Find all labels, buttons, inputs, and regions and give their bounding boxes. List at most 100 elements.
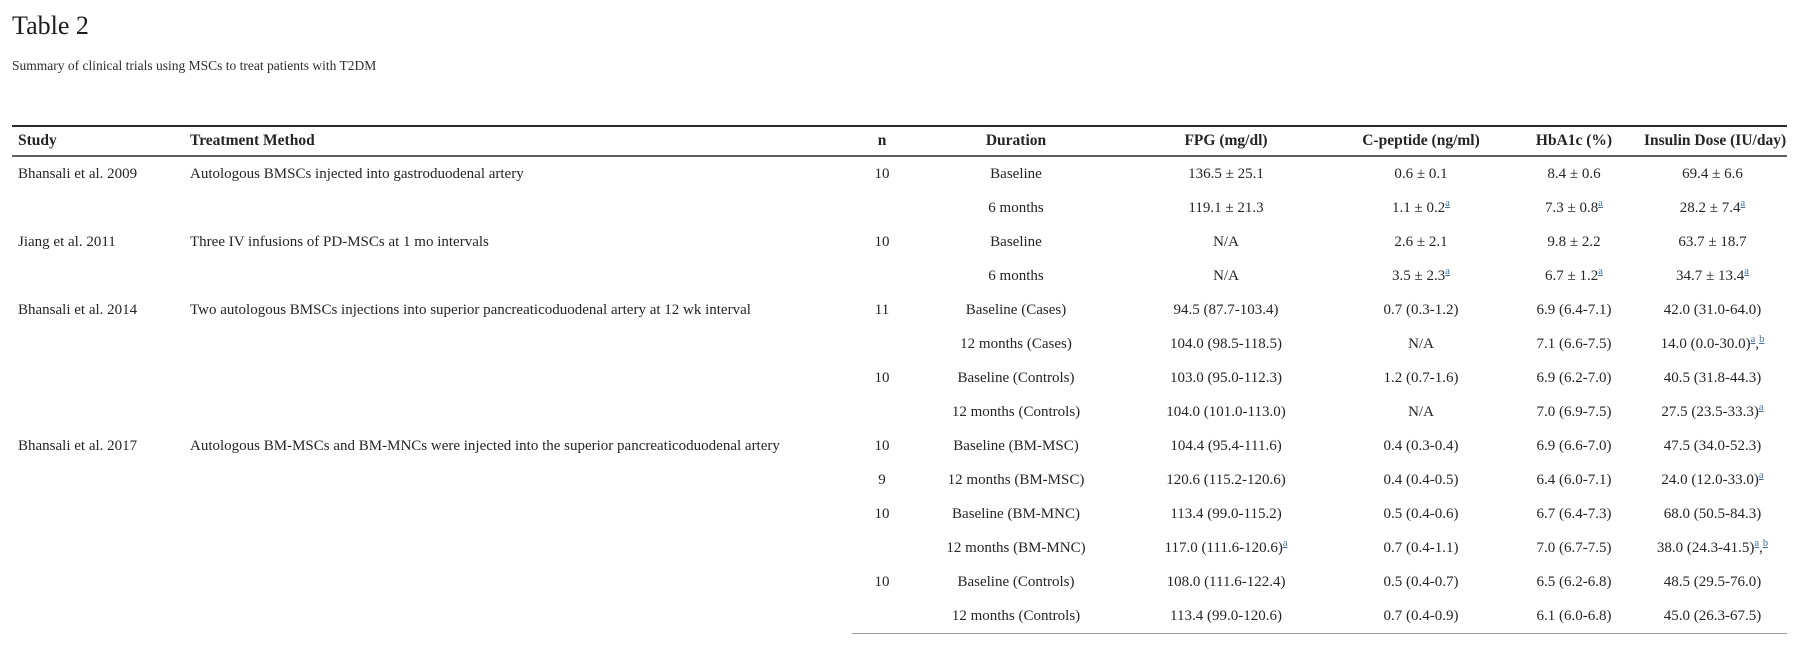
cell-fpg: 103.0 (95.0-112.3)	[1170, 370, 1282, 386]
cell-cpeptide: 2.6 ± 2.1	[1394, 234, 1448, 250]
cell-cpeptide: N/A	[1408, 336, 1434, 352]
cell-treatment: Three IV infusions of PD-MSCs at 1 mo in…	[190, 234, 489, 250]
footnote-ref-b: b	[1759, 334, 1764, 345]
footnote-link-a[interactable]: a	[1282, 538, 1288, 549]
cell-hba1c: 7.1 (6.6-7.5)	[1536, 336, 1612, 352]
footnote-ref-a: a	[1445, 266, 1450, 277]
clinical-trials-table: Study Treatment Method n Duration FPG (m…	[12, 125, 1787, 634]
table-row: Bhansali et al. 2014 Two autologous BMSCs…	[12, 293, 1787, 327]
footnote-ref-a: a	[1283, 538, 1288, 549]
footnote-link-a[interactable]: a	[1598, 198, 1603, 209]
cell-treatment: Autologous BM-MSCs and BM-MNCs were inje…	[190, 438, 780, 454]
cell-cpeptide: 1.1 ± 0.2a	[1392, 198, 1450, 216]
cell-cpeptide: 0.5 (0.4-0.6)	[1383, 506, 1459, 522]
footnote-ref-a: a	[1751, 334, 1756, 345]
cell-hba1c: 6.5 (6.2-6.8)	[1536, 574, 1612, 590]
footnote-link-b[interactable]: b	[1759, 334, 1765, 345]
cell-duration: 12 months (Cases)	[960, 336, 1072, 352]
table-row: Bhansali et al. 2017 Autologous BM-MSCs a…	[12, 429, 1787, 463]
cell-treatment: Two autologous BMSCs injections into sup…	[190, 302, 751, 318]
table-row: 10 Baseline (BM-MNC) 113.4 (99.0-115.2) 0.5…	[12, 497, 1787, 531]
cell-cpeptide: 0.7 (0.3-1.2)	[1383, 302, 1459, 318]
cell-cpeptide: 0.5 (0.4-0.7)	[1383, 574, 1459, 590]
footnote-link-a[interactable]: a	[1758, 470, 1764, 481]
cell-hba1c: 6.9 (6.2-7.0)	[1536, 370, 1612, 386]
col-header-hba1c: HbA1c (%)	[1510, 125, 1638, 157]
footnote-link-a[interactable]: a	[1598, 266, 1603, 277]
footnote-link-a[interactable]: a	[1750, 334, 1756, 345]
footnote-link-a[interactable]: a	[1445, 266, 1450, 277]
cell-duration: Baseline (BM-MSC)	[953, 438, 1079, 454]
cell-fpg: 108.0 (111.6-122.4)	[1166, 574, 1286, 590]
cell-insulin-dose: 63.7 ± 18.7	[1678, 234, 1747, 250]
cell-hba1c: 6.9 (6.4-7.1)	[1536, 302, 1612, 318]
cell-hba1c: 7.0 (6.7-7.5)	[1536, 540, 1612, 556]
table-title: Table 2	[12, 11, 89, 40]
col-header-study: Study	[12, 125, 184, 157]
footnote-link-b[interactable]: b	[1762, 538, 1769, 549]
cell-insulin-dose: 42.0 (31.0-64.0)	[1663, 302, 1762, 318]
cell-insulin-dose: 34.7 ± 13.4a	[1676, 266, 1749, 284]
footnote-ref-a: a	[1598, 266, 1603, 277]
footnote-link-a[interactable]: a	[1445, 198, 1450, 209]
cell-insulin-dose: 28.2 ± 7.4a	[1679, 198, 1746, 216]
cell-n	[852, 327, 912, 361]
cell-n: 10	[874, 438, 890, 454]
cell-hba1c: 6.1 (6.0-6.8)	[1510, 599, 1638, 634]
cell-insulin-dose: 14.0 (0.0-30.0)a,b	[1660, 334, 1765, 352]
cell-duration: Baseline (Cases)	[965, 302, 1067, 318]
cell-duration: Baseline (Controls)	[957, 370, 1075, 386]
cell-cpeptide: 0.7 (0.4-1.1)	[1383, 540, 1459, 556]
cell-duration: 12 months (BM-MSC)	[947, 472, 1085, 488]
cell-duration: Baseline	[990, 234, 1042, 250]
cell-insulin-dose: 45.0 (26.3-67.5)	[1638, 599, 1787, 634]
col-header-duration: Duration	[912, 125, 1120, 157]
cell-cpeptide: N/A	[1408, 404, 1434, 420]
cell-fpg: N/A	[1213, 268, 1239, 284]
cell-cpeptide: 0.4 (0.4-0.5)	[1383, 472, 1459, 488]
footnote-ref-a: a	[1445, 198, 1450, 209]
cell-study: Jiang et al. 2011	[18, 234, 116, 250]
footnote-link-a[interactable]: a	[1758, 402, 1764, 413]
table-row: 10 Baseline (Controls) 103.0 (95.0-112.3) 1…	[12, 361, 1787, 395]
footnote-link-a[interactable]: a	[1744, 266, 1749, 277]
cell-n	[852, 531, 912, 565]
footnote-ref-a: a	[1759, 470, 1764, 481]
cell-n: 10	[874, 574, 890, 590]
cell-hba1c: 6.7 ± 1.2a	[1545, 266, 1603, 284]
footnote-ref-a: a	[1744, 266, 1749, 277]
cell-n: 10	[874, 166, 890, 182]
cell-fpg: 94.5 (87.7-103.4)	[1173, 302, 1279, 318]
cell-n	[852, 599, 912, 634]
table-row: 12 months (Controls) 113.4 (99.0-120.6) 0.…	[12, 599, 1787, 634]
cell-hba1c: 6.7 (6.4-7.3)	[1536, 506, 1612, 522]
col-header-treatment-method: Treatment Method	[184, 125, 852, 157]
cell-duration: Baseline (BM-MNC)	[952, 506, 1080, 522]
footnote-link-a[interactable]: a	[1740, 198, 1746, 209]
cell-n: 10	[874, 506, 890, 522]
cell-duration: 6 months	[988, 200, 1044, 216]
cell-hba1c: 7.3 ± 0.8a	[1545, 198, 1603, 216]
cell-duration: Baseline (Controls)	[957, 574, 1075, 590]
footnote-ref-b: b	[1763, 538, 1768, 549]
table-row: 10 Baseline (Controls) 108.0 (111.6-122.4)…	[12, 565, 1787, 599]
cell-n: 11	[874, 302, 890, 318]
table-row: Jiang et al. 2011 Three IV infusions of P…	[12, 225, 1787, 259]
cell-fpg: 104.4 (95.4-111.6)	[1170, 438, 1282, 454]
table-row: 6 months 119.1 ± 21.3 1.1 ± 0.2a 7.3 ± 0.8a…	[12, 191, 1787, 225]
cell-hba1c: 6.9 (6.6-7.0)	[1536, 438, 1612, 454]
table-caption: Summary of clinical trials using MSCs to…	[12, 58, 377, 73]
cell-insulin-dose: 24.0 (12.0-33.0)a	[1661, 470, 1764, 488]
footnote-ref-a: a	[1598, 198, 1603, 209]
cell-insulin-dose: 38.0 (24.3-41.5)a,b	[1656, 538, 1769, 556]
cell-insulin-dose: 40.5 (31.8-44.3)	[1663, 370, 1762, 386]
cell-insulin-dose: 69.4 ± 6.6	[1682, 166, 1743, 182]
cell-study: Bhansali et al. 2009	[18, 166, 138, 182]
footnote-link-a[interactable]: a	[1754, 538, 1760, 549]
cell-duration: Baseline	[990, 166, 1042, 182]
footnote-ref-a: a	[1759, 402, 1764, 413]
col-header-n: n	[852, 125, 912, 157]
cell-insulin-dose: 48.5 (29.5-76.0)	[1663, 574, 1762, 590]
cell-cpeptide: 0.6 ± 0.1	[1394, 166, 1448, 182]
